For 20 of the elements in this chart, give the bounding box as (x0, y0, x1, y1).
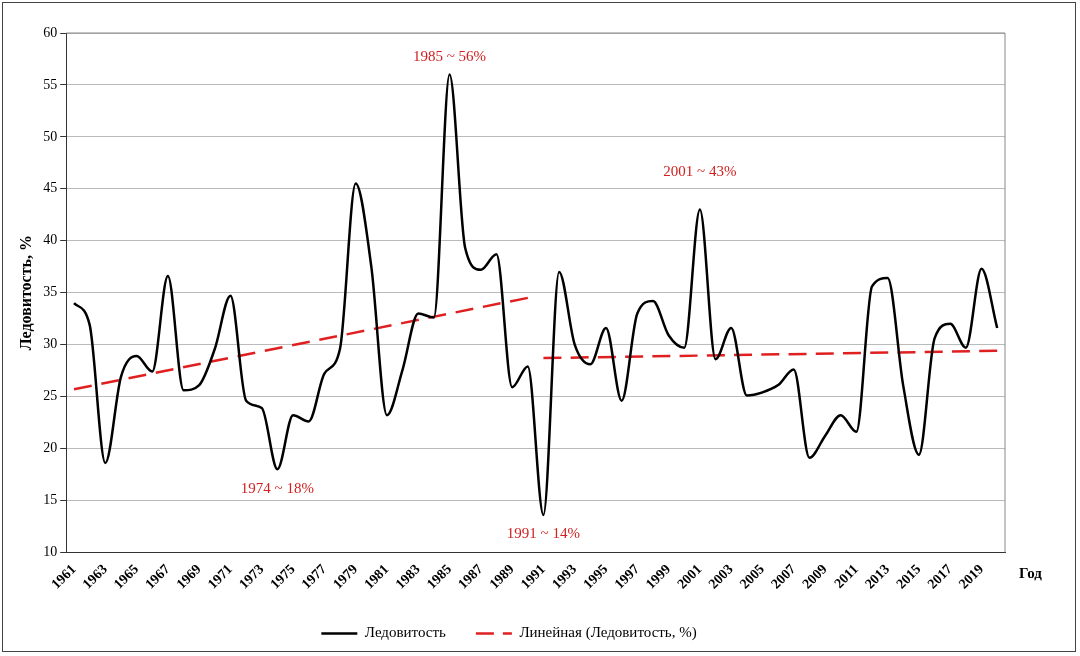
y-tick-label: 60 (43, 24, 58, 40)
y-tick-label: 25 (43, 388, 58, 404)
line-series (72, 73, 999, 517)
annotation: 1974 ~ 18% (240, 479, 314, 496)
y-tick-label: 30 (43, 336, 58, 352)
y-tick-label: 55 (43, 76, 58, 92)
legend-label: Ледовитость (364, 624, 447, 641)
annotation: 2001 ~ 43% (663, 163, 737, 180)
y-tick-label: 15 (43, 492, 58, 508)
x-axis-title: Год (1019, 565, 1043, 582)
legend-label: Линейная (Ледовитость, %) (519, 624, 697, 642)
y-tick-label: 45 (43, 180, 58, 196)
y-tick-label: 20 (43, 440, 58, 456)
annotation: 1991 ~ 14% (506, 525, 580, 542)
y-tick-label: 50 (43, 128, 58, 144)
y-tick-label: 10 (43, 543, 58, 559)
y-tick-label: 40 (43, 232, 58, 248)
annotation: 1985 ~ 56% (412, 47, 487, 64)
y-tick-label: 35 (43, 284, 58, 300)
y-axis-title: Ледовитость, % (16, 235, 34, 351)
